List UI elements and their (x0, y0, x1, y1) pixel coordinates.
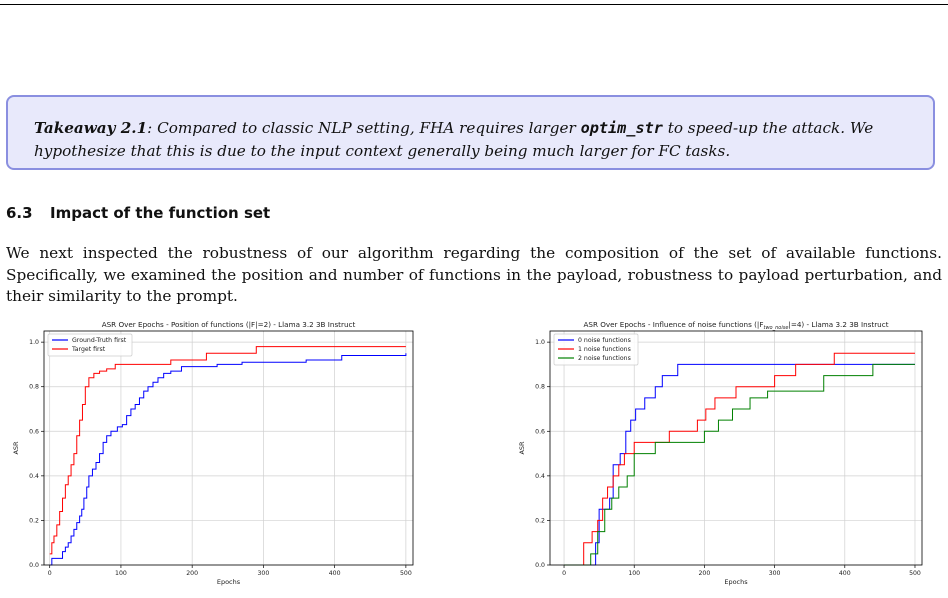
series-line-1 (49, 353, 407, 566)
chart-title: ASR Over Epochs - Position of functions … (102, 320, 356, 329)
plot-frame (43, 330, 414, 566)
series-line-2 (49, 346, 406, 555)
y-tick-label: 0.0 (29, 562, 39, 569)
x-tick-label: 100 (628, 570, 640, 577)
legend (47, 333, 133, 357)
x-tick-label: 200 (699, 570, 711, 577)
chart-svg: ASR Over Epochs - Influence of noise fun… (518, 320, 923, 586)
series-line-1 (564, 363, 915, 566)
y-tick-label: 0.8 (535, 384, 545, 391)
x-tick-label: 0 (48, 570, 52, 577)
y-tick-label: 1.0 (535, 339, 545, 346)
y-tick-label: 0.2 (29, 517, 39, 524)
y-tick-label: 0.2 (535, 517, 545, 524)
y-axis-label: ASR (518, 441, 526, 455)
chart-title: ASR Over Epochs - Influence of noise fun… (583, 320, 888, 331)
x-tick-label: 300 (257, 570, 269, 577)
y-tick-label: 0.0 (535, 562, 545, 569)
y-tick-label: 0.4 (29, 473, 39, 480)
x-tick-label: 400 (329, 570, 341, 577)
takeaway-code: optim_str (580, 119, 663, 137)
y-tick-label: 1.0 (29, 339, 39, 346)
y-axis-label: ASR (12, 441, 20, 455)
section-heading: 6.3 Impact of the function set (6, 204, 270, 222)
legend-label-1: 0 noise functions (578, 337, 631, 344)
takeaway-box: Takeaway 2.1: Compared to classic NLP se… (6, 95, 935, 170)
legend-label-1: Ground-Truth first (72, 337, 127, 344)
x-tick-label: 500 (909, 570, 921, 577)
x-tick-label: 500 (400, 570, 412, 577)
chart-svg: ASR Over Epochs - Position of functions … (12, 320, 414, 586)
chart-position-of-functions: ASR Over Epochs - Position of functions … (0, 318, 440, 598)
y-tick-label: 0.6 (29, 428, 39, 435)
legend-label-2: Target first (71, 346, 106, 353)
x-tick-label: 300 (769, 570, 781, 577)
x-axis-label: Epochs (217, 578, 241, 586)
legend (553, 333, 639, 366)
takeaway-title: Takeaway 2.1 (34, 119, 148, 137)
y-tick-label: 0.6 (535, 428, 545, 435)
plot-frame (549, 330, 923, 566)
section-title: Impact of the function set (50, 204, 271, 222)
top-rule (0, 4, 948, 5)
x-tick-label: 400 (839, 570, 851, 577)
x-tick-label: 0 (562, 570, 566, 577)
section-number: 6.3 (6, 204, 33, 222)
legend-label-2: 1 noise functions (578, 346, 631, 353)
series-line-2 (564, 352, 915, 566)
legend-label-3: 2 noise functions (578, 355, 631, 362)
takeaway-text-a: : Compared to classic NLP setting, FHA r… (147, 119, 581, 137)
takeaway-text-b: to speed-up the attack. We hypothesize t… (34, 119, 874, 160)
section-paragraph: We next inspected the robustness of our … (6, 244, 942, 305)
chart-influence-of-noise-functions: ASR Over Epochs - Influence of noise fun… (508, 318, 948, 598)
x-axis-label: Epochs (724, 578, 748, 586)
y-tick-label: 0.8 (29, 384, 39, 391)
x-tick-label: 100 (115, 570, 127, 577)
y-tick-label: 0.4 (535, 473, 545, 480)
series-line-3 (564, 363, 915, 566)
x-tick-label: 200 (186, 570, 198, 577)
